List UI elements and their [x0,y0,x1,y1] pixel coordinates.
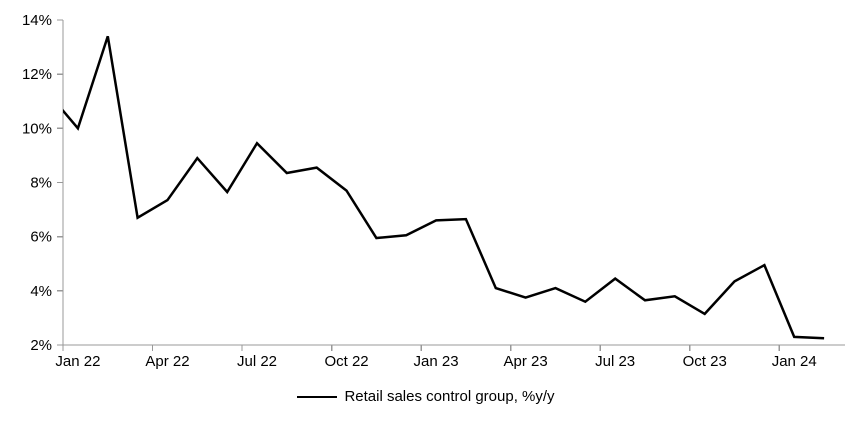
legend-label: Retail sales control group, %y/y [344,388,555,405]
x-axis-label: Jul 23 [595,353,635,370]
y-axis-label: 12% [22,66,52,83]
x-axis-label: Jan 23 [414,353,459,370]
y-axis-label: 2% [30,337,52,354]
legend-line-sample-icon [297,395,338,398]
series-layer [63,35,825,340]
x-axis-label: Apr 23 [504,353,548,370]
legend: Retail sales control group, %y/y [0,388,852,405]
axes [57,19,845,351]
axis-labels: 2% 4% 6% 8% 10% 12% 14% Jan 22 Apr 22 Jul 22 Oct 2… [22,12,817,370]
x-axis-label: Jan 22 [55,353,100,370]
y-axis-label: 4% [30,283,52,300]
x-axis-label: Oct 22 [324,353,368,370]
y-axis-label: 14% [22,12,52,29]
y-axis-label: 8% [30,175,52,192]
retail-sales-series-line [63,35,825,340]
y-axis-label: 6% [30,229,52,246]
x-axis-label: Oct 23 [683,353,727,370]
x-axis-label: Jan 24 [772,353,817,370]
x-axis-label: Jul 22 [237,353,277,370]
y-axis-label: 10% [22,120,52,137]
x-axis-label: Apr 22 [145,353,189,370]
